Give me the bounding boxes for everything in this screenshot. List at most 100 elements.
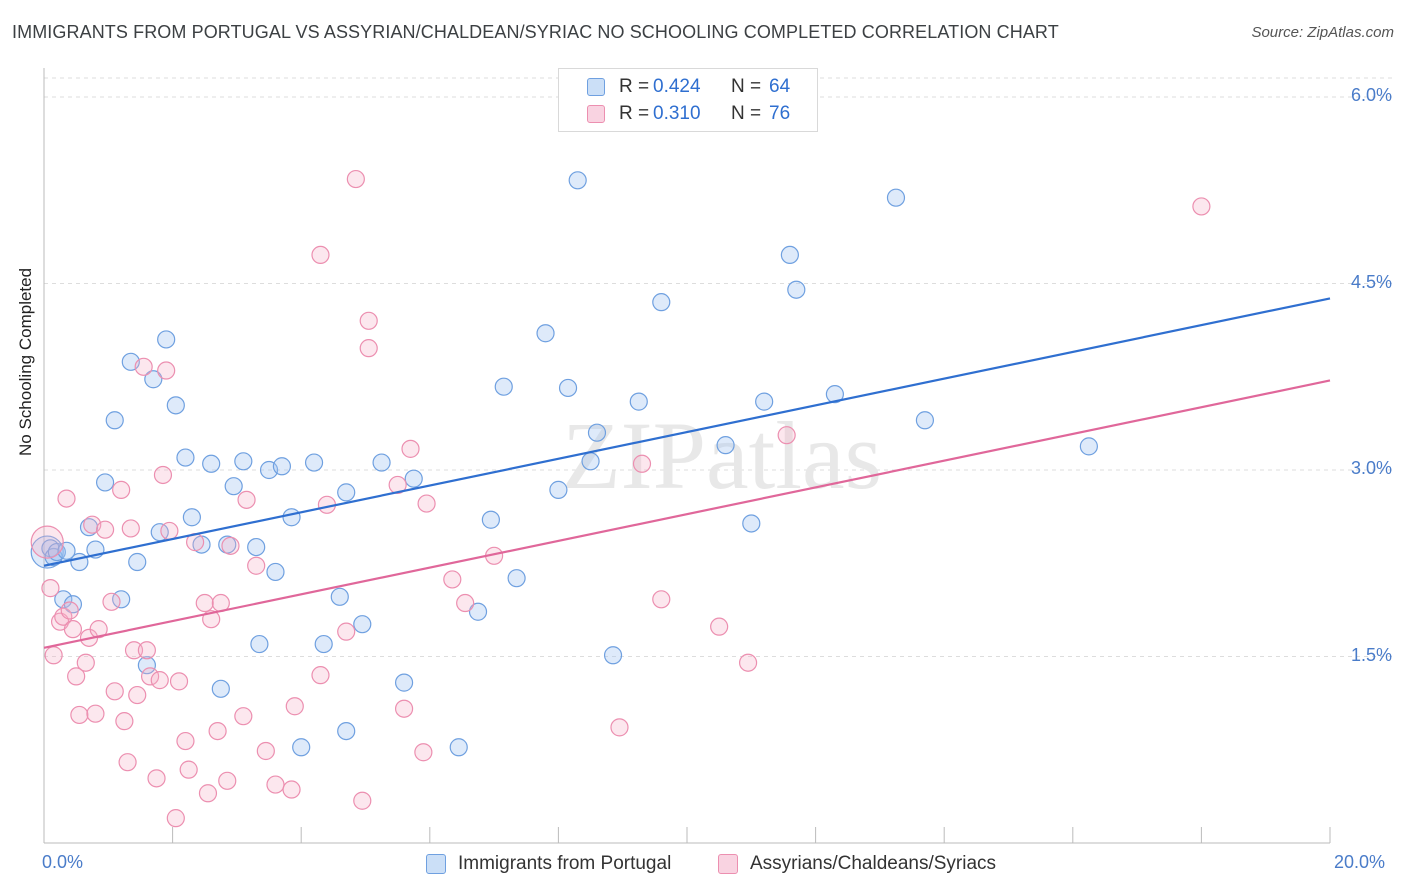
point-assyrian (234, 707, 253, 726)
legend-swatch-pink (718, 854, 738, 874)
point-portugal (587, 423, 607, 442)
point-assyrian (247, 556, 266, 575)
point-assyrian (256, 741, 275, 761)
point-assyrian (67, 667, 86, 686)
point-portugal (182, 508, 201, 527)
watermark: ZIPatlas (562, 402, 882, 509)
point-portugal (202, 454, 221, 473)
point-assyrian (359, 339, 378, 358)
point-assyrian (652, 590, 671, 609)
point-assyrian (70, 705, 89, 725)
chart-title: IMMIGRANTS FROM PORTUGAL VS ASSYRIAN/CHA… (12, 22, 1059, 42)
point-assyrian (388, 475, 407, 495)
point-portugal (742, 514, 761, 533)
y-tick-label: 4.5% (1350, 271, 1392, 292)
point-assyrian (112, 480, 131, 499)
point-portugal (787, 280, 806, 299)
legend-swatch-blue (587, 78, 605, 96)
point-assyrian (456, 593, 475, 613)
point-portugal (47, 542, 66, 562)
point-assyrian (1192, 197, 1211, 216)
point-assyrian (282, 780, 301, 799)
point-portugal (282, 508, 301, 527)
point-portugal (292, 738, 311, 757)
point-portugal (105, 411, 124, 430)
point-assyrian (346, 169, 365, 189)
point-assyrian (140, 667, 160, 686)
legend-label: Immigrants from Portugal (458, 853, 672, 874)
legend-label: Assyrians/Chaldeans/Syriacs (750, 853, 997, 874)
point-assyrian (157, 361, 176, 380)
trend-line-assyrian (43, 379, 1331, 649)
point-assyrian (76, 653, 95, 672)
source-credit: Source: ZipAtlas.com (1251, 24, 1394, 41)
point-portugal (337, 721, 356, 741)
point-portugal (394, 673, 414, 692)
point-assyrian (137, 641, 156, 660)
point-assyrian (124, 641, 144, 660)
point-portugal (449, 738, 468, 757)
legend-r-label: R = (619, 103, 650, 124)
point-portugal (1079, 437, 1098, 456)
point-assyrian (153, 465, 173, 485)
point-portugal (95, 473, 115, 492)
x-tick-max: 20.0% (1334, 852, 1386, 872)
point-portugal (157, 330, 176, 349)
point-portugal (629, 392, 648, 411)
y-axis-label: No Schooling Completed (16, 267, 35, 456)
point-portugal (247, 537, 266, 557)
legend-r-value: 0.424 (653, 76, 701, 97)
point-portugal (536, 324, 555, 343)
point-portugal (144, 370, 163, 389)
point-assyrian (359, 311, 378, 330)
legend-n-label: N = (731, 103, 762, 124)
point-assyrian (86, 704, 105, 723)
point-assyrian (443, 570, 462, 589)
point-assyrian (95, 520, 115, 539)
point-portugal (224, 477, 243, 496)
point-assyrian (195, 593, 214, 613)
point-portugal (372, 453, 391, 472)
point-assyrian (63, 620, 83, 639)
point-portugal (549, 480, 568, 499)
point-assyrian (121, 519, 140, 538)
legend-r-value: 0.310 (653, 103, 701, 124)
axes (43, 68, 1331, 844)
point-portugal (481, 510, 500, 529)
point-assyrian (147, 769, 166, 788)
point-portugal (825, 385, 844, 404)
correlation-legend: R = 0.424 N = 64 R = 0.310 N = 76 (558, 68, 818, 132)
point-assyrian (218, 771, 237, 790)
point-assyrian (311, 666, 330, 685)
point-assyrian (414, 743, 433, 762)
point-assyrian (401, 439, 420, 458)
point-portugal (176, 448, 195, 467)
point-portugal (272, 457, 292, 476)
point-assyrian (710, 617, 729, 636)
point-assyrian (134, 357, 153, 376)
point-portugal (886, 188, 906, 207)
point-portugal (558, 378, 578, 398)
point-portugal (166, 396, 185, 415)
legend-swatch-pink (587, 105, 605, 123)
point-assyrian (221, 536, 240, 555)
point-portugal (337, 483, 356, 502)
point-assyrian (105, 682, 124, 701)
point-assyrian (128, 685, 147, 705)
trend-line-portugal (43, 297, 1331, 567)
point-portugal (266, 562, 285, 582)
point-assyrian (208, 721, 227, 741)
data-points (30, 169, 1211, 828)
point-assyrian (610, 718, 629, 737)
trend-lines (43, 297, 1331, 649)
point-portugal (137, 656, 156, 675)
legend-n-label: N = (731, 76, 762, 97)
y-tick-label: 3.0% (1350, 458, 1392, 478)
point-assyrian (198, 784, 218, 803)
point-assyrian (176, 731, 195, 751)
point-portugal (330, 587, 349, 606)
point-portugal (652, 293, 671, 312)
point-portugal (234, 452, 253, 471)
point-portugal (468, 602, 488, 621)
